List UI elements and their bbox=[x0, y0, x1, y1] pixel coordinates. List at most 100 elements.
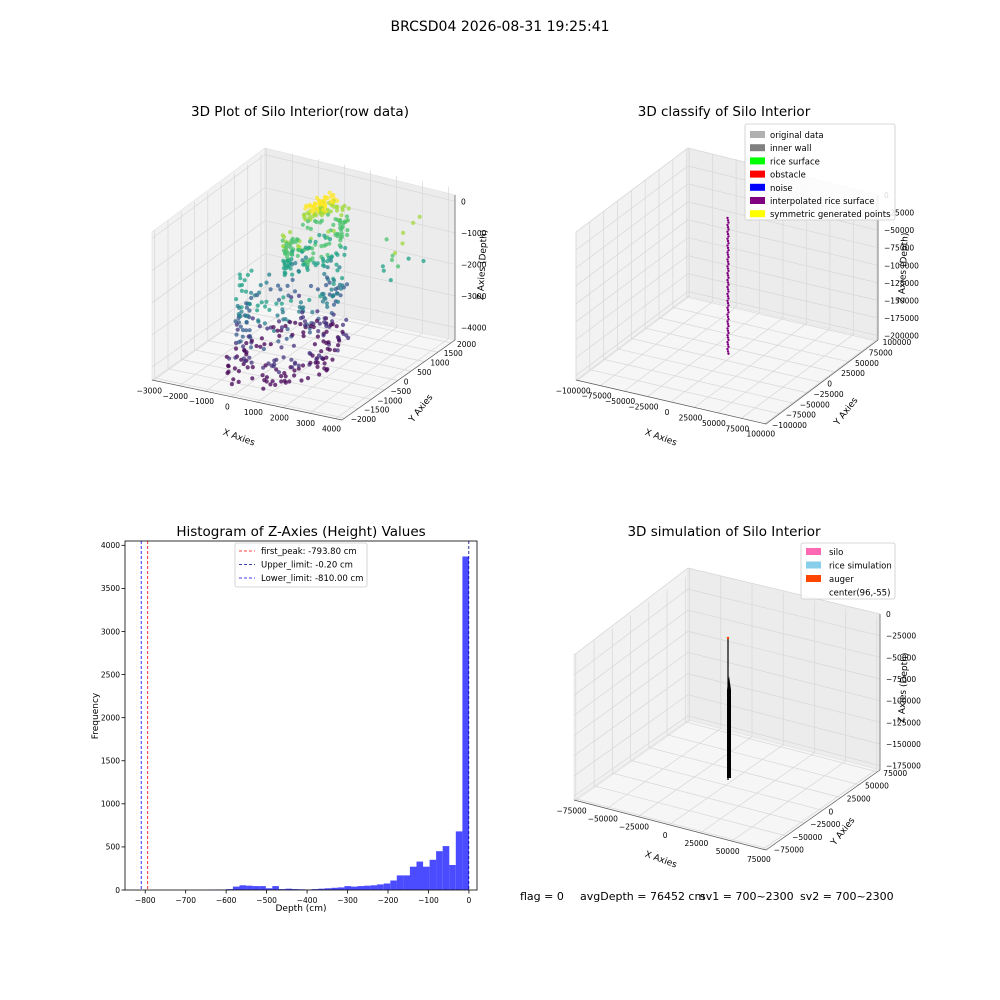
classify-data-point bbox=[726, 313, 729, 316]
raw-data-point bbox=[305, 267, 310, 272]
panel-simulation-3d: 3D simulation of Silo Interior −75000−50… bbox=[557, 524, 922, 871]
raw-data-point bbox=[318, 294, 323, 299]
raw-data-point bbox=[300, 222, 305, 227]
raw-x-tick-label: 2000 bbox=[270, 414, 289, 423]
classify-y-tick-label: 0 bbox=[827, 380, 832, 389]
classify-z-tick-label: −100000 bbox=[884, 261, 919, 270]
raw-x-axis-label: X Axies bbox=[221, 428, 256, 449]
raw-data-point bbox=[281, 295, 286, 300]
raw-data-point bbox=[306, 204, 311, 209]
raw-data-point bbox=[257, 290, 262, 295]
classify-data-point bbox=[726, 226, 730, 229]
raw-data-point bbox=[275, 313, 280, 318]
raw-data-point bbox=[329, 311, 334, 316]
simulation-legend-frame bbox=[800, 542, 896, 600]
histogram-legend: first_peak: -793.80 cm Upper_limit: -0.20… bbox=[234, 542, 368, 588]
simulation-z-gridline bbox=[573, 630, 881, 716]
raw-data-point bbox=[241, 356, 246, 361]
raw-data-point bbox=[312, 201, 318, 206]
raw-data-point bbox=[293, 261, 298, 266]
raw-data-point bbox=[276, 339, 281, 344]
simulation-z-tick-label: −50000 bbox=[886, 653, 916, 662]
raw-y-tick-label: −2000 bbox=[351, 415, 377, 424]
histogram-bar bbox=[239, 885, 247, 890]
histogram-bar bbox=[324, 888, 332, 890]
raw-y-tick-label: −1500 bbox=[364, 406, 390, 415]
classify-x-axis-line bbox=[575, 379, 767, 425]
histogram-bar bbox=[226, 889, 233, 890]
raw-data-point bbox=[292, 361, 297, 366]
classify-legend-label: noise bbox=[770, 184, 793, 194]
simulation-z-gridline bbox=[573, 715, 881, 797]
classify-y-tick-label: 50000 bbox=[855, 359, 879, 368]
raw-data-point bbox=[296, 293, 302, 298]
classify-z-tick-label: −75000 bbox=[884, 244, 914, 253]
classify-data-point bbox=[726, 320, 729, 323]
classify-data-point bbox=[727, 235, 730, 238]
raw-data-point bbox=[282, 260, 287, 265]
histogram-x-tick-label: 0 bbox=[467, 896, 472, 905]
raw-data-point bbox=[247, 308, 252, 313]
classify-y-gridline bbox=[658, 169, 850, 363]
raw-data-point bbox=[333, 217, 338, 222]
raw-data-point bbox=[257, 324, 262, 329]
histogram-bar bbox=[364, 885, 371, 890]
raw-data-point bbox=[310, 310, 315, 315]
raw-z-gridline bbox=[151, 286, 456, 368]
histogram-bar bbox=[272, 886, 279, 890]
raw-y-gridline bbox=[194, 201, 385, 391]
raw-data-point bbox=[236, 369, 241, 374]
raw-data-point bbox=[233, 319, 238, 324]
raw-data-point bbox=[324, 329, 329, 334]
classify-data-point bbox=[726, 350, 730, 353]
raw-data-point bbox=[308, 360, 313, 365]
raw-z-tick-label: 0 bbox=[461, 197, 466, 206]
raw-data-point bbox=[247, 301, 252, 306]
panel-classify-3d: 3D classify of Silo Interior −100000−750… bbox=[556, 104, 919, 449]
simulation-legend-label: silo bbox=[829, 548, 843, 558]
raw-data-point bbox=[296, 363, 301, 368]
status-flag: flag = 0 bbox=[520, 890, 564, 903]
raw-data-point bbox=[334, 208, 340, 213]
classify-data-point bbox=[726, 292, 729, 296]
raw-data-point bbox=[258, 344, 263, 349]
simulation-y-tick-label: 75000 bbox=[883, 769, 907, 778]
raw-data-point bbox=[276, 319, 282, 324]
simulation-z-tick-label: −25000 bbox=[886, 632, 916, 641]
raw-data-point bbox=[283, 271, 288, 276]
raw-data-point bbox=[320, 256, 326, 262]
raw-data-point bbox=[275, 328, 280, 333]
simulation-x-tick-label: 0 bbox=[663, 831, 668, 840]
histogram-bar bbox=[291, 889, 299, 890]
simulation-y-gridline bbox=[630, 615, 823, 811]
raw-data-point bbox=[313, 239, 318, 244]
classify-data-point bbox=[726, 246, 730, 250]
raw-data-point bbox=[278, 287, 283, 292]
raw-data-point bbox=[279, 301, 284, 306]
classify-legend-frame bbox=[744, 123, 896, 221]
raw-data-point bbox=[303, 258, 308, 264]
raw-data-point bbox=[246, 334, 251, 339]
raw-data-point bbox=[296, 366, 301, 371]
raw-data-point bbox=[266, 361, 271, 366]
raw-data-point bbox=[237, 272, 242, 277]
raw-data-point bbox=[301, 333, 306, 339]
classify-data-point bbox=[726, 267, 730, 270]
raw-data-point bbox=[295, 237, 300, 242]
raw-data-point bbox=[293, 320, 298, 325]
classify-y-gridline bbox=[644, 180, 836, 373]
raw-data-point bbox=[401, 230, 406, 235]
raw-data-point bbox=[283, 323, 288, 329]
raw-data-point bbox=[339, 213, 344, 218]
classify-data-point bbox=[726, 285, 729, 289]
raw-data-point bbox=[326, 340, 331, 345]
simulation-z-tick-label: −150000 bbox=[886, 740, 921, 749]
raw-y-tick-label: 500 bbox=[417, 368, 432, 377]
raw-y-tick-label: 1000 bbox=[430, 359, 449, 368]
classify-data-point bbox=[726, 347, 729, 351]
classify-data-point bbox=[726, 258, 729, 261]
raw-data-point bbox=[421, 258, 426, 264]
raw-data-point bbox=[234, 332, 239, 337]
raw-data-point bbox=[261, 346, 266, 352]
raw-data-point bbox=[287, 379, 292, 384]
